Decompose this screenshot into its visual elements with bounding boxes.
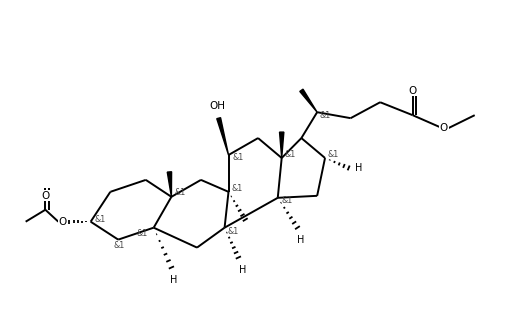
Text: O: O <box>409 86 417 95</box>
Polygon shape <box>167 172 171 197</box>
Text: H: H <box>297 235 304 245</box>
Polygon shape <box>217 118 228 155</box>
Polygon shape <box>279 132 284 158</box>
Text: H: H <box>355 163 362 173</box>
Text: O: O <box>440 123 448 133</box>
Text: &1: &1 <box>281 197 293 205</box>
Text: &1: &1 <box>174 188 185 197</box>
Text: &1: &1 <box>231 184 243 193</box>
Text: &1: &1 <box>232 153 244 162</box>
Text: O: O <box>41 191 49 201</box>
Text: &1: &1 <box>227 227 238 236</box>
Text: H: H <box>170 275 177 285</box>
Text: OH: OH <box>209 101 225 111</box>
Text: &1: &1 <box>285 151 296 160</box>
Text: &1: &1 <box>137 230 148 238</box>
Text: O: O <box>58 217 67 227</box>
Text: H: H <box>239 265 246 275</box>
Text: &1: &1 <box>114 241 125 250</box>
Text: &1: &1 <box>94 215 105 224</box>
Text: &1: &1 <box>320 111 331 120</box>
Text: &1: &1 <box>327 151 339 160</box>
Polygon shape <box>300 89 317 112</box>
